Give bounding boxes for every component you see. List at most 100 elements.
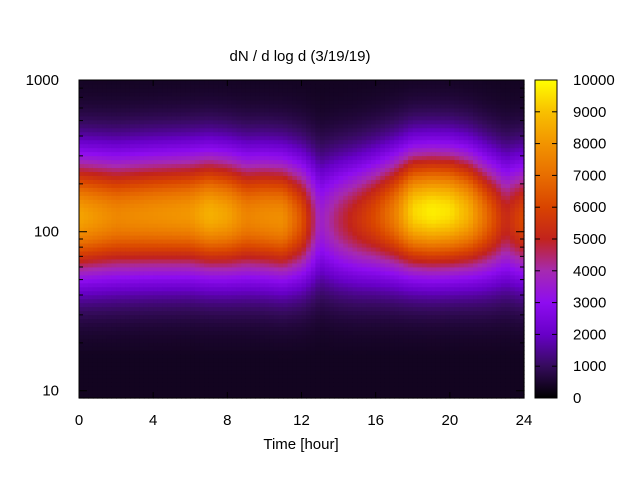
heatmap-cell: [352, 362, 358, 367]
heatmap-cell: [139, 262, 145, 268]
heatmap-cell: [320, 231, 326, 236]
heatmap-cell: [106, 83, 113, 89]
heatmap-cell: [171, 95, 177, 101]
heatmap-cell: [231, 358, 238, 363]
heatmap-cell: [129, 219, 136, 224]
heatmap-cell: [180, 119, 187, 125]
heatmap-cell: [338, 179, 344, 184]
heatmap-cell: [231, 139, 238, 145]
heatmap-cell: [83, 183, 89, 188]
heatmap-cell: [278, 342, 284, 347]
heatmap-cell: [116, 99, 122, 105]
heatmap-cell: [148, 394, 154, 399]
heatmap-cell: [296, 135, 303, 141]
heatmap-cell: [273, 119, 279, 125]
heatmap-cell: [102, 394, 108, 399]
heatmap-cell: [278, 147, 284, 153]
heatmap-cell: [106, 270, 113, 276]
heatmap-cell: [227, 290, 233, 296]
heatmap-cell: [125, 350, 131, 355]
heatmap-cell: [255, 366, 261, 371]
heatmap-cell: [102, 386, 108, 391]
heatmap-cell: [329, 239, 335, 244]
heatmap-cell: [343, 207, 349, 212]
heatmap-cell: [352, 290, 358, 296]
heatmap-cell: [167, 366, 173, 371]
heatmap-cell: [245, 119, 252, 125]
heatmap-cell: [180, 131, 187, 137]
heatmap-cell: [129, 143, 136, 149]
heatmap-cell: [148, 119, 154, 125]
heatmap-cell: [329, 282, 335, 288]
heatmap-cell: [236, 103, 242, 109]
heatmap-cell: [120, 203, 126, 208]
heatmap-cell: [255, 370, 261, 375]
heatmap-cell: [310, 87, 317, 93]
heatmap-cell: [157, 183, 164, 188]
heatmap-cell: [231, 334, 238, 339]
heatmap-cell: [347, 250, 354, 256]
heatmap-cell: [79, 91, 85, 97]
heatmap-cell: [324, 342, 330, 347]
heatmap-cell: [83, 119, 89, 125]
heatmap-cell: [97, 350, 103, 355]
heatmap-cell: [162, 175, 168, 180]
heatmap-cell: [190, 346, 196, 351]
heatmap-cell: [88, 171, 94, 176]
heatmap-cell: [347, 246, 354, 252]
heatmap-cell: [116, 358, 122, 363]
heatmap-cell: [324, 290, 330, 296]
heatmap-cell: [116, 302, 122, 308]
heatmap-cell: [315, 374, 321, 379]
heatmap-cell: [287, 274, 293, 280]
heatmap-cell: [148, 294, 154, 300]
heatmap-cell: [227, 91, 233, 97]
heatmap-cell: [171, 338, 177, 343]
heatmap-cell: [180, 167, 187, 173]
heatmap-cell: [250, 179, 256, 184]
heatmap-cell: [347, 382, 354, 387]
heatmap-cell: [347, 274, 354, 280]
heatmap-cell: [208, 314, 215, 320]
heatmap-cell: [218, 370, 224, 375]
heatmap-cell: [194, 254, 201, 260]
heatmap-cell: [245, 390, 252, 395]
heatmap-cell: [269, 80, 275, 85]
heatmap-cell: [324, 183, 330, 188]
heatmap-cell: [120, 199, 126, 204]
heatmap-cell: [92, 159, 99, 165]
heatmap-cell: [88, 242, 94, 248]
heatmap-cell: [333, 322, 340, 328]
heatmap-cell: [176, 358, 182, 363]
heatmap-cell: [310, 342, 317, 347]
heatmap-cell: [357, 290, 363, 296]
heatmap-cell: [106, 302, 113, 308]
heatmap-cell: [278, 286, 284, 292]
heatmap-cell: [190, 266, 196, 272]
heatmap-cell: [278, 374, 284, 379]
heatmap-cell: [97, 151, 103, 157]
heatmap-cell: [134, 155, 140, 161]
heatmap-cell: [143, 390, 150, 395]
heatmap-cell: [157, 310, 164, 316]
heatmap-cell: [333, 286, 340, 292]
heatmap-cell: [171, 366, 177, 371]
heatmap-cell: [199, 254, 205, 260]
heatmap-cell: [333, 91, 340, 97]
heatmap-cell: [245, 227, 252, 232]
heatmap-cell: [357, 298, 363, 304]
heatmap-cell: [264, 107, 270, 113]
heatmap-cell: [88, 322, 94, 328]
heatmap-cell: [227, 334, 233, 339]
heatmap-cell: [231, 151, 238, 157]
heatmap-cell: [306, 191, 312, 196]
heatmap-cell: [139, 350, 145, 355]
heatmap-cell: [255, 322, 261, 328]
heatmap-cell: [250, 394, 256, 399]
heatmap-cell: [213, 195, 219, 200]
heatmap-cell: [222, 83, 228, 89]
heatmap-cell: [231, 266, 238, 272]
heatmap-cell: [264, 223, 270, 228]
heatmap-cell: [278, 278, 284, 284]
heatmap-cell: [162, 358, 168, 363]
